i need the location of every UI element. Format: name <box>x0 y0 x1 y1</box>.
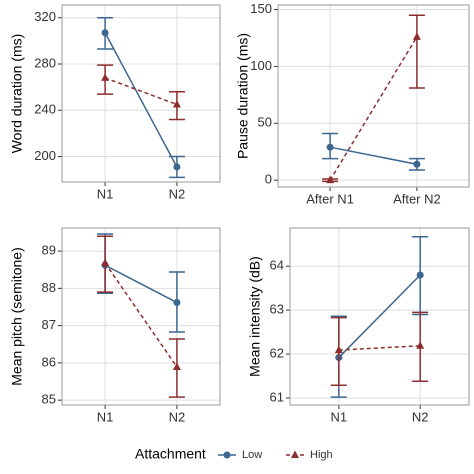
y-tick-label: 200 <box>34 148 56 163</box>
point <box>334 345 343 354</box>
panel-border <box>289 227 470 406</box>
panel-background <box>62 228 220 405</box>
legend-key-point <box>223 451 231 459</box>
y-axis-label: Mean pitch (semitone) <box>9 247 25 386</box>
x-tick-label: N1 <box>97 186 114 201</box>
panel-background <box>62 5 220 182</box>
y-tick-label: 50 <box>258 115 272 130</box>
point <box>101 258 110 267</box>
y-tick-label: 87 <box>42 317 56 332</box>
panel-border <box>61 4 221 183</box>
point <box>173 163 181 171</box>
point <box>172 362 181 370</box>
error-bar <box>408 14 425 89</box>
point <box>326 175 335 184</box>
point <box>326 143 334 151</box>
y-tick-label: 62 <box>270 345 284 360</box>
point <box>173 299 181 307</box>
point <box>413 160 421 168</box>
point <box>101 29 109 37</box>
x-tick-label: N2 <box>169 186 186 201</box>
panel-background <box>278 5 469 187</box>
y-tick-label: 64 <box>270 258 284 273</box>
x-tick-label: N2 <box>412 409 429 424</box>
legend-key-point <box>291 450 299 458</box>
x-tick-label: After N1 <box>306 191 354 206</box>
point <box>412 32 421 40</box>
x-tick-label: N1 <box>331 409 348 424</box>
point <box>101 73 110 81</box>
y-tick-label: 89 <box>42 243 56 258</box>
legend-title: Attachment <box>135 446 206 462</box>
series-line <box>329 146 418 165</box>
legend-label: High <box>310 449 333 461</box>
y-tick-label: 88 <box>42 280 56 295</box>
y-tick-label: 63 <box>270 302 284 317</box>
series-line <box>104 262 178 368</box>
y-axis-label: Pause duration (ms) <box>235 33 251 159</box>
legend-label: Low <box>242 449 262 461</box>
x-tick-label: After N2 <box>393 191 441 206</box>
series-line <box>104 77 178 106</box>
y-tick-label: 240 <box>34 102 56 117</box>
panel-border <box>277 4 470 188</box>
point <box>416 341 425 349</box>
panel-border <box>61 227 221 406</box>
y-tick-label: 61 <box>270 389 284 404</box>
x-tick-label: N1 <box>97 409 114 424</box>
x-tick-label: N2 <box>169 409 186 424</box>
y-tick-label: 280 <box>34 55 56 70</box>
point <box>416 271 424 279</box>
y-tick-label: 0 <box>265 172 272 187</box>
series-line <box>104 32 178 168</box>
series-line <box>338 274 421 359</box>
y-axis-label: Mean intensity (dB) <box>247 256 263 377</box>
y-tick-label: 85 <box>42 392 56 407</box>
y-tick-label: 86 <box>42 354 56 369</box>
y-tick-label: 320 <box>34 9 56 24</box>
point <box>172 99 181 108</box>
series-line <box>104 264 178 304</box>
y-axis-label: Word duration (ms) <box>9 34 25 154</box>
y-tick-label: 150 <box>250 1 272 16</box>
y-tick-label: 100 <box>250 58 272 73</box>
